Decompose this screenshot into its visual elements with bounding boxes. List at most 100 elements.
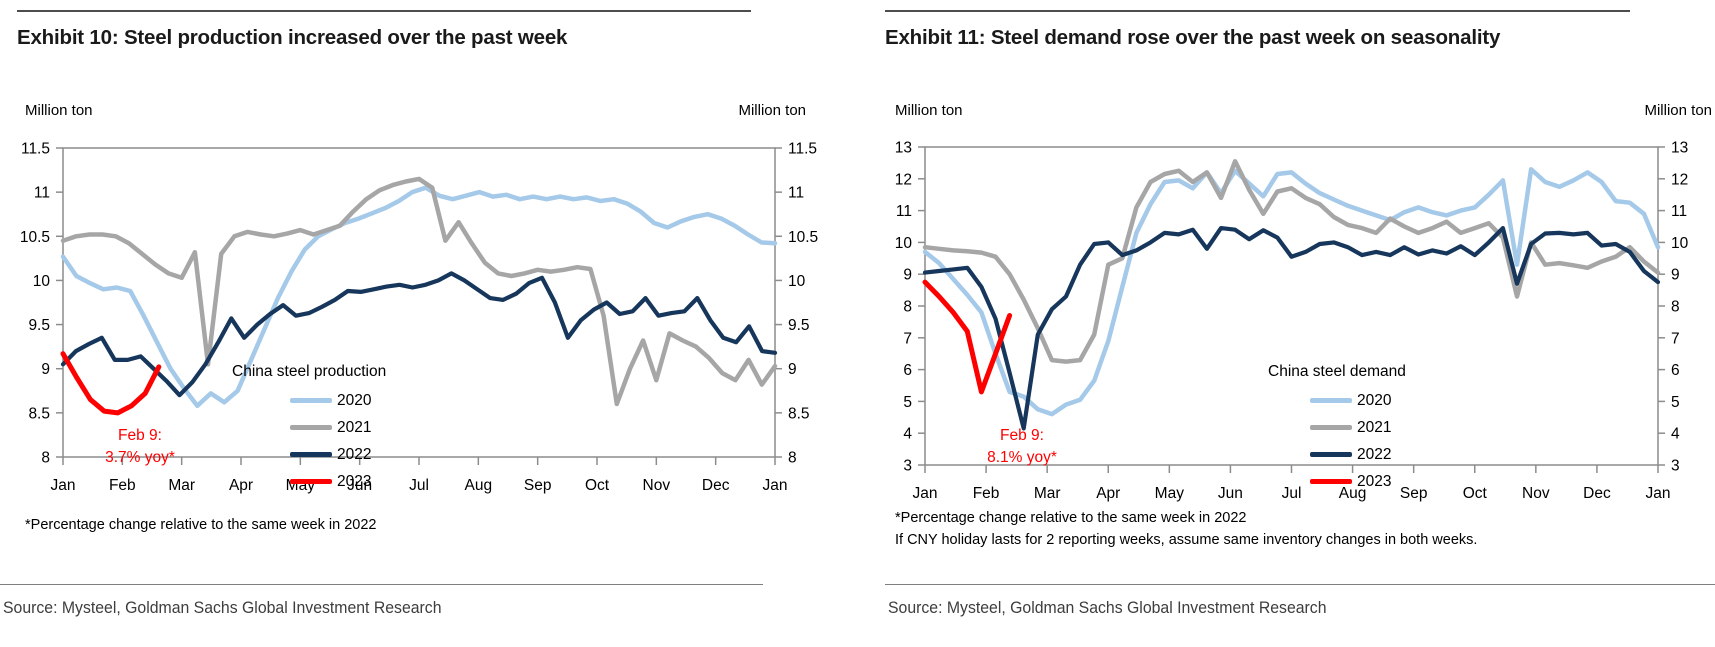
svg-text:9: 9 <box>903 267 912 284</box>
svg-text:8: 8 <box>1671 299 1680 316</box>
series-2020-swatch <box>1310 398 1352 403</box>
legend-item: 2021 <box>1310 414 1406 441</box>
annotation-date: Feb 9: <box>118 427 162 444</box>
svg-text:5: 5 <box>903 394 912 411</box>
series-2022-swatch <box>290 452 332 457</box>
svg-text:12: 12 <box>895 171 912 188</box>
svg-text:Apr: Apr <box>229 477 253 494</box>
svg-text:Jul: Jul <box>1282 485 1302 502</box>
svg-text:10.5: 10.5 <box>20 229 50 246</box>
svg-text:8: 8 <box>41 450 50 467</box>
legend-item: 2020 <box>1310 387 1406 414</box>
legend-item: 2020 <box>290 387 386 414</box>
svg-text:10.5: 10.5 <box>788 229 818 246</box>
left-annotation: Feb 9: 3.7% yoy* <box>105 425 175 469</box>
left-footnote: *Percentage change relative to the same … <box>25 517 377 533</box>
svg-text:12: 12 <box>1671 171 1688 188</box>
svg-text:Jun: Jun <box>347 477 372 494</box>
svg-text:9.5: 9.5 <box>28 317 50 334</box>
svg-text:9: 9 <box>788 361 797 378</box>
svg-text:Jul: Jul <box>409 477 429 494</box>
svg-text:4: 4 <box>903 426 912 443</box>
svg-text:11.5: 11.5 <box>21 141 50 158</box>
svg-text:Mar: Mar <box>168 477 195 494</box>
legend-item: 2021 <box>290 414 386 441</box>
legend-label: 2022 <box>337 446 372 463</box>
svg-text:Feb: Feb <box>109 477 136 494</box>
left-top-rule <box>17 10 751 12</box>
left-y2-unit-label: Million ton <box>738 102 806 119</box>
right-source-line: Source: Mysteel, Goldman Sachs Global In… <box>888 598 1327 617</box>
svg-text:11.5: 11.5 <box>788 141 817 158</box>
svg-text:Sep: Sep <box>1400 485 1428 502</box>
annotation-value: 3.7% yoy* <box>105 449 175 466</box>
svg-text:13: 13 <box>895 140 912 157</box>
svg-text:9: 9 <box>1671 267 1680 284</box>
svg-text:Aug: Aug <box>465 477 493 494</box>
svg-text:11: 11 <box>1671 203 1687 220</box>
svg-text:10: 10 <box>788 273 806 290</box>
left-chart-legend: China steel production 2020 2021 2022 20… <box>232 358 386 495</box>
svg-text:10: 10 <box>33 273 51 290</box>
right-footnote-2: If CNY holiday lasts for 2 reporting wee… <box>895 532 1478 548</box>
series-2021-swatch <box>1310 425 1352 430</box>
svg-text:10: 10 <box>895 235 913 252</box>
svg-text:10: 10 <box>1671 235 1689 252</box>
svg-text:7: 7 <box>903 330 912 347</box>
right-footnote-1: *Percentage change relative to the same … <box>895 510 1247 526</box>
legend-label: 2023 <box>337 473 372 490</box>
right-exhibit-title: Exhibit 11: Steel demand rose over the p… <box>885 26 1501 49</box>
series-2023-swatch <box>1310 478 1352 485</box>
left-source-line: Source: Mysteel, Goldman Sachs Global In… <box>3 598 442 617</box>
svg-text:Mar: Mar <box>1034 485 1061 502</box>
svg-text:Dec: Dec <box>1583 485 1611 502</box>
legend-label: 2022 <box>1357 446 1392 463</box>
svg-text:8: 8 <box>903 299 912 316</box>
legend-label: 2020 <box>1357 392 1392 409</box>
right-chart-legend: China steel demand 2020 2021 2022 2023 <box>1268 358 1406 495</box>
legend-item: 2022 <box>1310 441 1406 468</box>
series-2023-swatch <box>290 478 332 485</box>
svg-text:Jun: Jun <box>1218 485 1243 502</box>
right-annotation: Feb 9: 8.1% yoy* <box>987 425 1057 469</box>
legend-label: 2020 <box>337 392 372 409</box>
svg-text:8.5: 8.5 <box>28 405 50 422</box>
svg-text:9.5: 9.5 <box>788 317 810 334</box>
svg-text:11: 11 <box>896 203 912 220</box>
svg-text:Dec: Dec <box>702 477 730 494</box>
right-bottom-rule <box>885 584 1715 585</box>
svg-text:11: 11 <box>788 185 804 202</box>
svg-text:6: 6 <box>1671 362 1680 379</box>
svg-text:3: 3 <box>1671 458 1680 475</box>
svg-text:8: 8 <box>788 450 797 467</box>
svg-text:Jan: Jan <box>763 477 788 494</box>
series-2020-swatch <box>290 398 332 403</box>
svg-text:Jan: Jan <box>51 477 76 494</box>
svg-text:Nov: Nov <box>643 477 671 494</box>
series-2021-swatch <box>290 425 332 430</box>
left-bottom-rule <box>0 584 763 585</box>
svg-text:Jan: Jan <box>913 485 938 502</box>
svg-text:5: 5 <box>1671 394 1680 411</box>
svg-text:Nov: Nov <box>1522 485 1550 502</box>
legend-title: China steel production <box>232 363 387 380</box>
svg-text:13: 13 <box>1671 140 1688 157</box>
legend-item: 2022 <box>290 441 386 468</box>
legend-item: 2023 <box>290 468 386 495</box>
legend-label: 2023 <box>1357 473 1392 490</box>
annotation-date: Feb 9: <box>1000 427 1044 444</box>
annotation-value: 8.1% yoy* <box>987 449 1057 466</box>
svg-text:9: 9 <box>41 361 50 378</box>
left-exhibit-title: Exhibit 10: Steel production increased o… <box>17 26 568 49</box>
svg-text:4: 4 <box>1671 426 1680 443</box>
svg-text:7: 7 <box>1671 330 1680 347</box>
legend-label: 2021 <box>337 419 372 436</box>
left-y-unit-label: Million ton <box>25 102 93 119</box>
right-y2-unit-label: Million ton <box>1644 102 1712 119</box>
series-2022-swatch <box>1310 452 1352 457</box>
legend-label: 2021 <box>1357 419 1392 436</box>
svg-text:6: 6 <box>903 362 912 379</box>
right-top-rule <box>885 10 1630 12</box>
